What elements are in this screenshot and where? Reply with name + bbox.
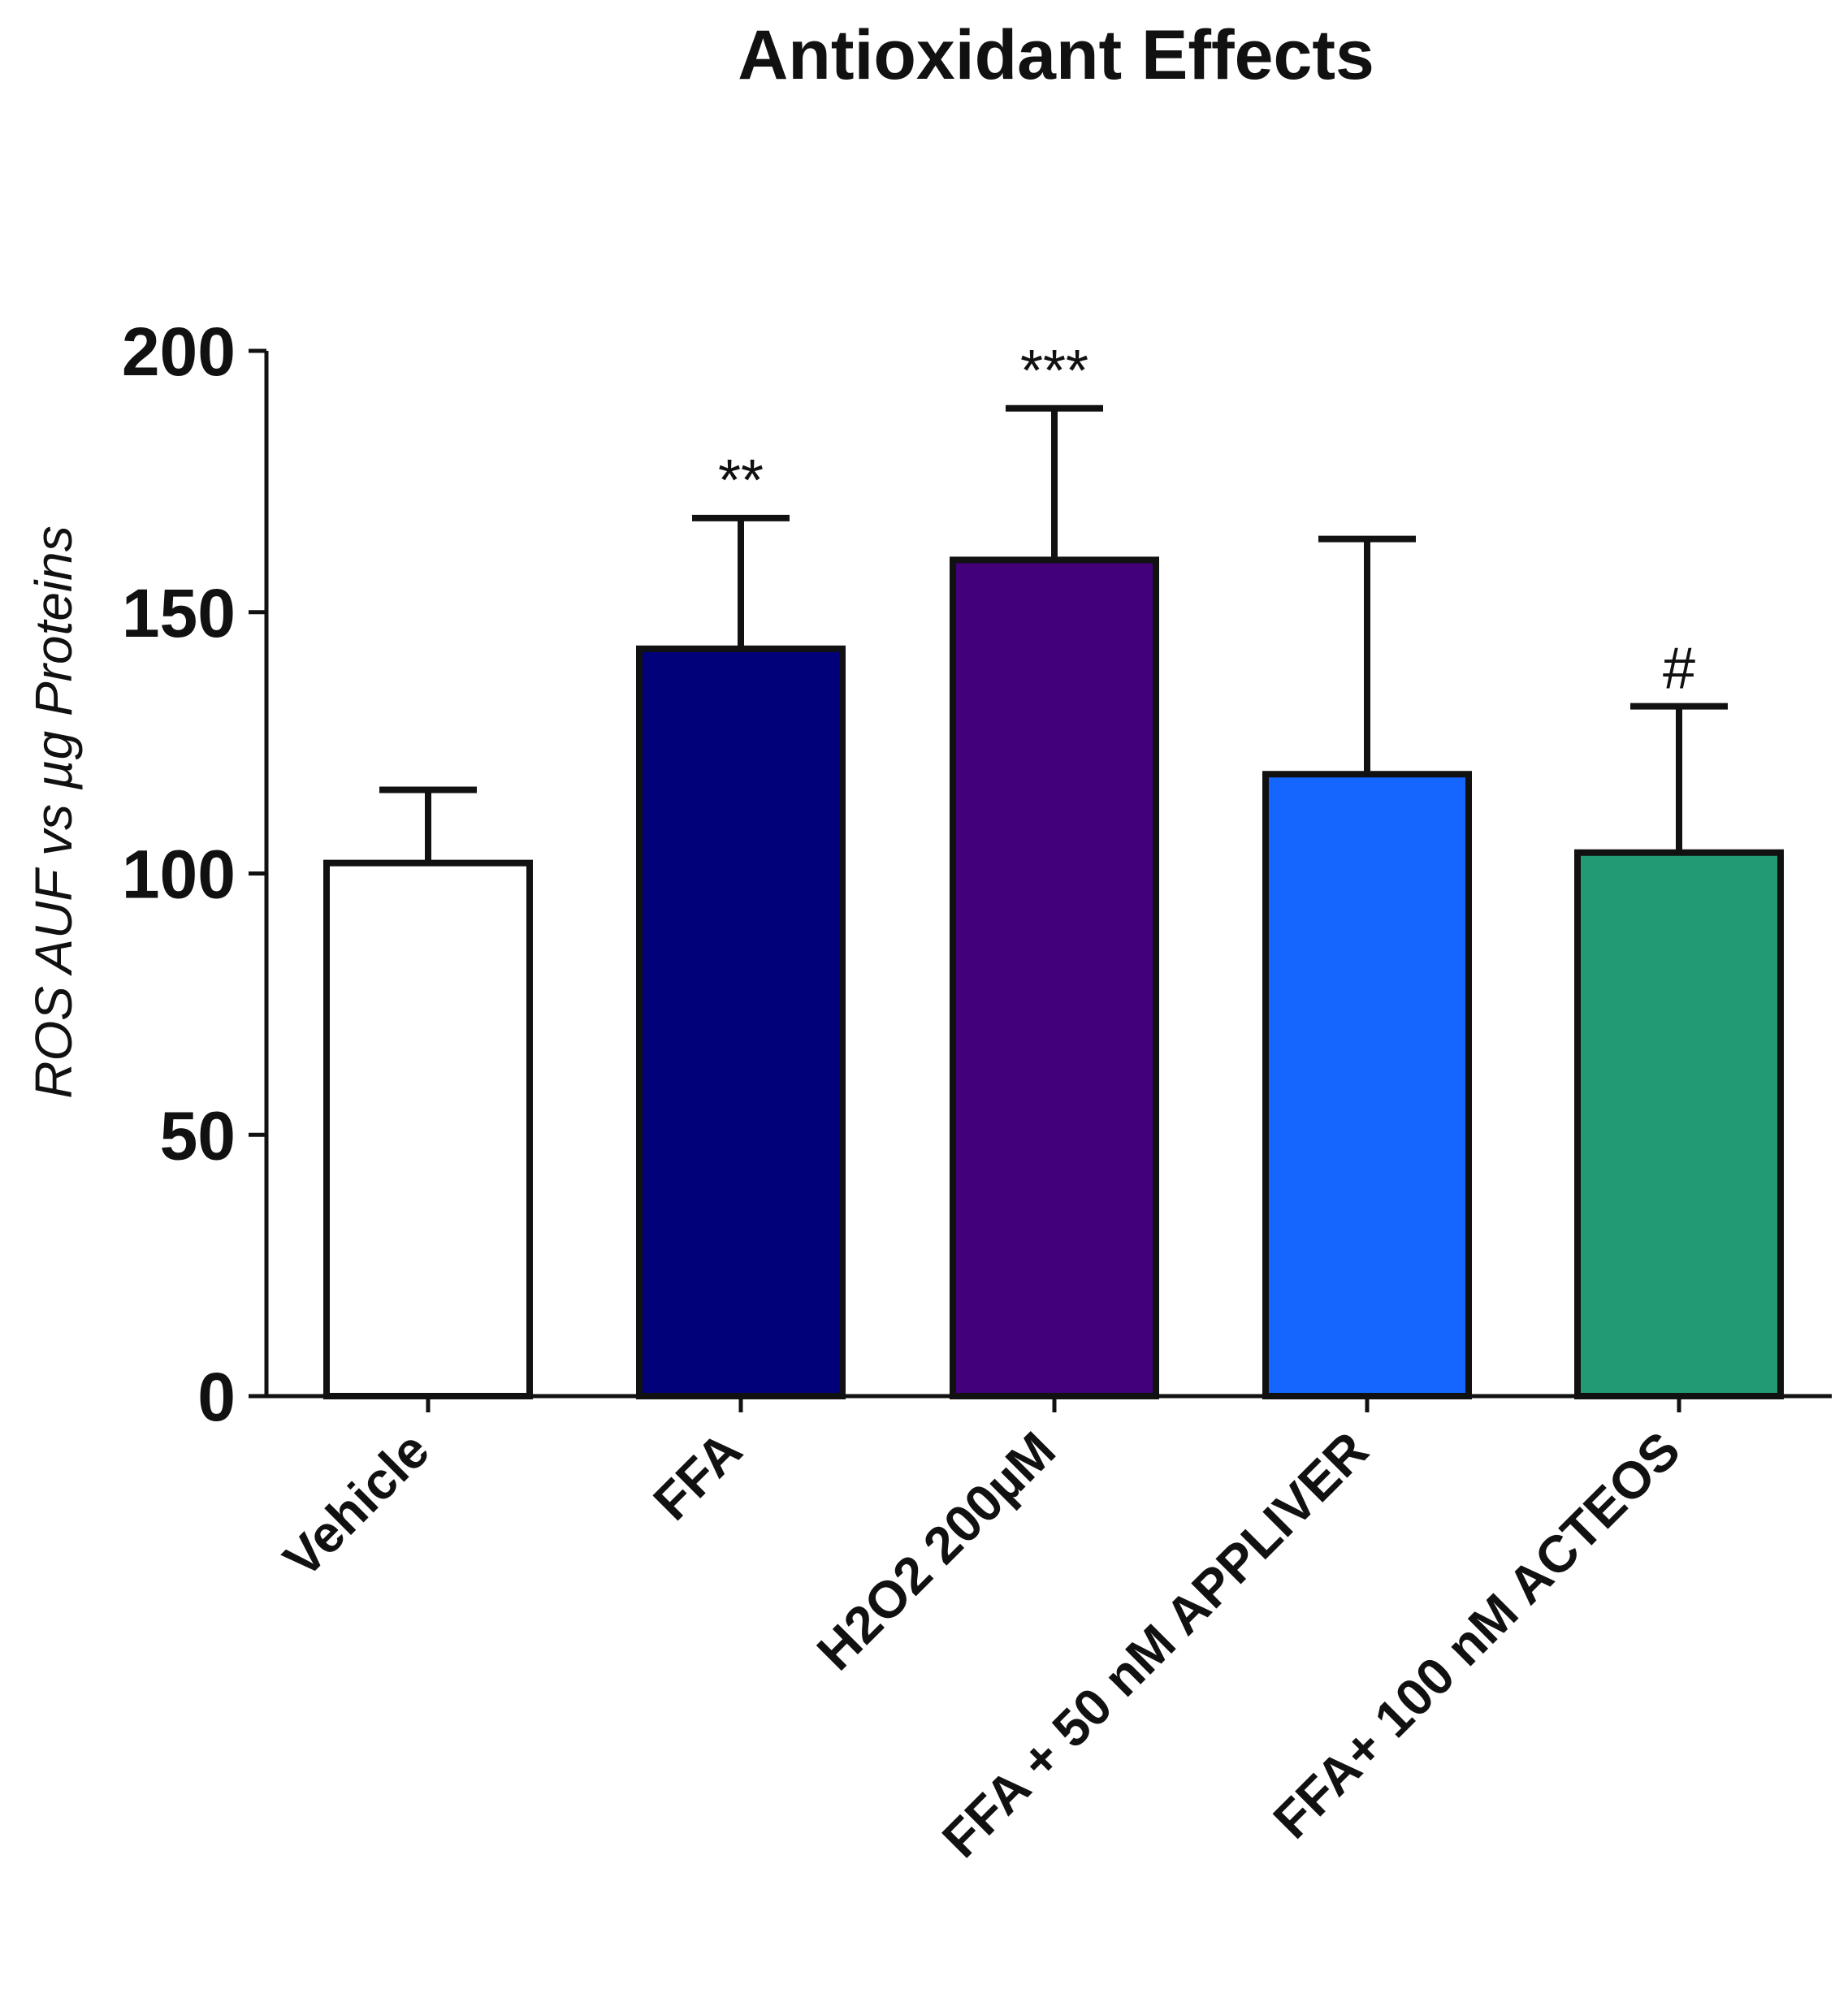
error-bars	[379, 404, 1728, 863]
bars	[323, 556, 1784, 1399]
category-label-2: H2O2 200µM	[806, 1420, 1067, 1681]
y-tick-label: 200	[122, 313, 236, 390]
y-tick-label: 50	[160, 1097, 236, 1174]
bar-1	[636, 645, 846, 1399]
bar-2	[950, 556, 1159, 1399]
significance-label-2: ***	[1020, 339, 1088, 404]
chart-title: Antioxidant Effects	[738, 16, 1374, 94]
y-axis-label: ROS AUF vs µg Proteins	[24, 525, 83, 1099]
bar-4	[1574, 849, 1784, 1399]
category-label-0: Vehicle	[272, 1420, 440, 1589]
significance-label-4: #	[1663, 637, 1695, 702]
axes: 0 50 100 150 200	[122, 313, 1832, 1435]
significance-annotations: *****#	[718, 339, 1695, 702]
y-tick-label: 150	[122, 575, 236, 651]
y-tick-label: 0	[197, 1359, 236, 1435]
bar-3	[1262, 771, 1472, 1399]
category-label-1: FFA	[643, 1420, 753, 1531]
bar-0	[323, 859, 533, 1399]
y-tick-label: 100	[122, 837, 236, 913]
significance-label-1: **	[718, 448, 764, 513]
